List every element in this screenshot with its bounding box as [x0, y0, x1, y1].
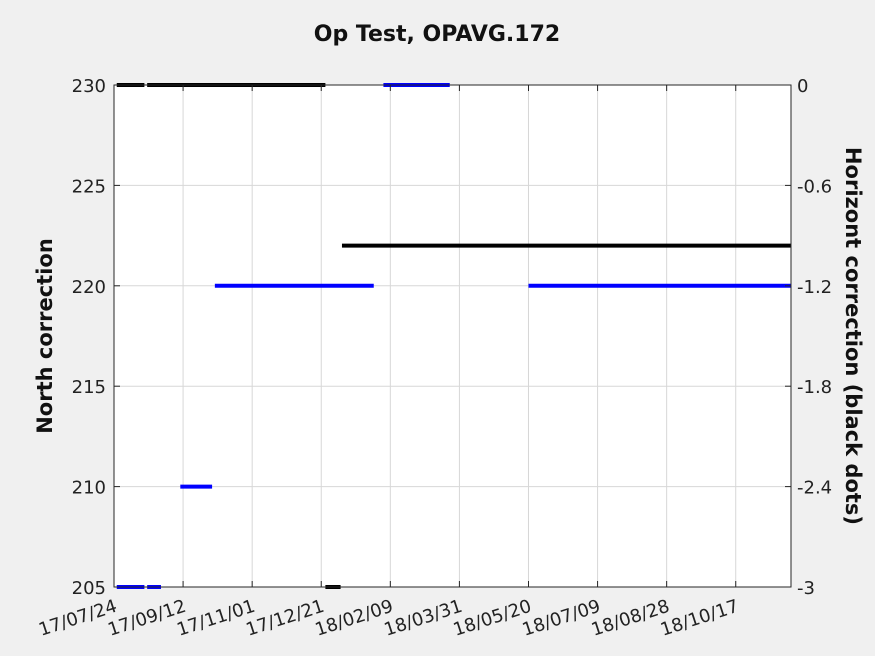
y-right-tick-label: 0: [797, 76, 808, 97]
x-tick-label: 17/07/24: [36, 596, 119, 641]
plot-area: [114, 85, 791, 587]
y-right-tick-label: -1.8: [797, 377, 832, 398]
x-tick-label: 18/08/28: [589, 596, 672, 641]
x-tick-label: 17/12/21: [243, 596, 326, 641]
x-tick-label: 17/11/01: [174, 596, 257, 641]
y-axis-left-label: North correction: [33, 238, 57, 434]
x-tick-label: 17/09/12: [105, 596, 188, 641]
x-tick-label: 18/02/09: [312, 596, 395, 641]
y-left-tick-label: 205: [72, 578, 106, 599]
chart-title: Op Test, OPAVG.172: [314, 22, 560, 47]
y-right-tick-label: -2.4: [797, 478, 832, 499]
plot-frame: [113, 84, 792, 588]
x-tick-label: 18/10/17: [658, 596, 741, 641]
x-tick-label: 18/07/09: [520, 596, 603, 641]
y-left-tick-label: 220: [72, 277, 106, 298]
y-right-tick-label: -0.6: [797, 176, 832, 197]
x-tick-label: 18/03/31: [382, 596, 465, 641]
y-left-tick-label: 210: [72, 478, 106, 499]
x-tick-label: 18/05/20: [451, 596, 534, 641]
y-left-tick-label: 230: [72, 76, 106, 97]
y-right-tick-label: -3: [797, 578, 815, 599]
y-left-tick-label: 225: [72, 176, 106, 197]
y-right-tick-label: -1.2: [797, 277, 832, 298]
y-axis-right-label: Horizont correction (black dots): [841, 147, 865, 525]
y-left-tick-label: 215: [72, 377, 106, 398]
